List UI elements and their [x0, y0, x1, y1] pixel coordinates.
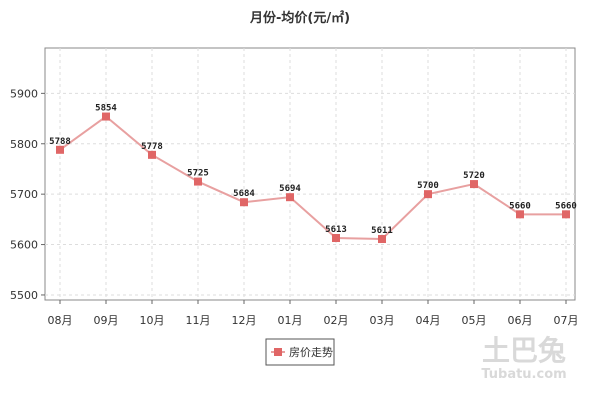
data-point-marker: [286, 193, 294, 202]
data-label: 5778: [141, 142, 163, 152]
chart-title: 月份-均价(元/㎡): [249, 10, 350, 26]
x-tick-label: 11月: [186, 314, 211, 327]
y-tick-label: 5500: [10, 289, 38, 302]
watermark-domain-text: Tubatu.com: [481, 367, 566, 382]
series-line: [56, 112, 570, 244]
watermark-logo-text: 土巴兔: [482, 334, 566, 367]
data-point-marker: [194, 177, 202, 186]
x-tick-label: 04月: [416, 314, 441, 327]
data-label: 5725: [187, 169, 209, 179]
y-tick-label: 5600: [10, 239, 38, 252]
grid-lines: [45, 48, 575, 300]
x-tick-label: 12月: [232, 314, 257, 327]
x-tick-label: 07月: [554, 314, 579, 327]
watermark: 土巴兔 Tubatu.com: [481, 334, 566, 382]
data-point-marker: [516, 210, 524, 219]
data-label: 5694: [279, 184, 301, 194]
data-point-marker: [240, 198, 248, 207]
data-label: 5660: [555, 201, 577, 211]
data-point-marker: [562, 210, 570, 219]
y-tick-label: 5700: [10, 188, 38, 201]
x-tick-label: 06月: [508, 314, 533, 327]
y-tick-label: 5900: [10, 87, 38, 100]
data-label: 5611: [371, 226, 393, 236]
x-tick-label: 03月: [370, 314, 395, 327]
data-label: 5660: [509, 201, 531, 211]
data-label: 5613: [325, 225, 347, 235]
series-line-path: [59, 115, 566, 241]
x-tick-label: 09月: [94, 314, 119, 327]
data-label: 5700: [417, 181, 439, 191]
data-label: 5788: [49, 137, 71, 147]
x-tick-label: 10月: [140, 314, 165, 327]
plot-area: [44, 47, 576, 301]
legend: 房价走势: [265, 338, 335, 366]
data-label: 5684: [233, 189, 255, 199]
legend-label: 房价走势: [289, 346, 333, 359]
data-point-marker: [102, 112, 110, 121]
data-point-marker: [148, 150, 156, 159]
y-tick-label: 5800: [10, 138, 38, 151]
data-point-marker: [332, 234, 340, 243]
data-labels: 5788 5854 5778 5725 5684 5694 5613 5611 5700 5720…: [49, 104, 577, 236]
data-point-marker: [56, 145, 64, 154]
x-tick-label: 05月: [462, 314, 487, 327]
x-tick-label: 08月: [48, 314, 73, 327]
legend-marker-icon: [274, 348, 282, 356]
x-tick-label: 01月: [278, 314, 303, 327]
x-tick-label: 02月: [324, 314, 349, 327]
data-point-marker: [470, 180, 478, 189]
axes: 5500 5600 5700 5800 5900 08月 09月 10月 11月 12月 01月 02…: [10, 87, 579, 327]
data-label: 5720: [463, 171, 485, 181]
data-label: 5854: [95, 104, 117, 114]
data-point-marker: [378, 235, 386, 244]
data-point-marker: [424, 190, 432, 199]
